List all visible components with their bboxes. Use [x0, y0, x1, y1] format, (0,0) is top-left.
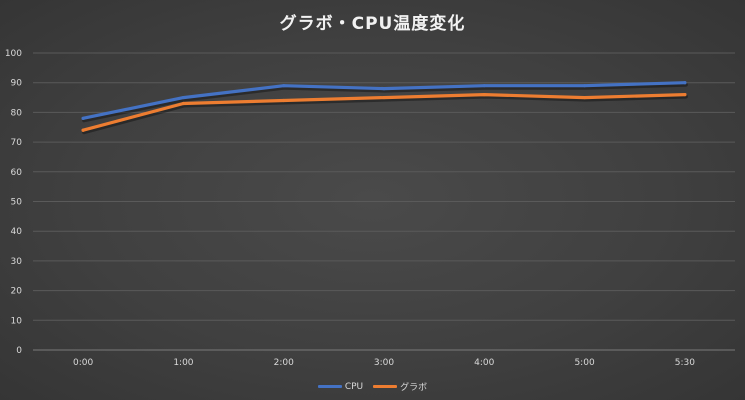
data-point-s0-6 [683, 81, 687, 85]
y-tick-label-40: 40 [11, 227, 23, 237]
legend-item-gpu: グラボ [373, 380, 427, 393]
y-tick-label-80: 80 [11, 108, 23, 118]
x-tick-label-4: 4:00 [474, 358, 494, 368]
x-tick-label-3: 3:00 [374, 358, 394, 368]
data-point-s1-4 [482, 92, 486, 97]
chart-legend: CPU グラボ [0, 380, 745, 393]
legend-label-gpu: グラボ [400, 383, 428, 393]
y-tick-label-50: 50 [11, 198, 23, 208]
data-point-s0-3 [382, 87, 386, 91]
chart-title: グラボ・CPU温度変化 [279, 14, 466, 34]
data-point-s0-1 [181, 95, 186, 100]
legend-swatch-gpu [373, 385, 398, 388]
x-tick-label-2: 2:00 [274, 358, 294, 368]
data-point-s1-3 [382, 95, 386, 100]
data-point-s1-0 [81, 128, 85, 132]
series-shadow-1 [82, 94, 688, 135]
x-tick-label-0: 0:00 [73, 358, 93, 368]
data-point-s0-5 [582, 84, 587, 88]
legend-label-cpu: CPU [344, 381, 364, 392]
data-point-s0-2 [282, 84, 286, 88]
y-tick-label-20: 20 [11, 287, 23, 297]
data-point-s1-6 [683, 92, 687, 97]
legend-swatch-cpu [317, 385, 342, 388]
data-point-s0-4 [482, 84, 486, 88]
y-tick-label-100: 100 [5, 49, 22, 59]
data-point-s1-1 [181, 101, 186, 106]
y-tick-label-70: 70 [11, 138, 23, 148]
legend-item-cpu: CPU [317, 380, 364, 393]
data-point-s1-5 [582, 95, 587, 100]
y-tick-label-30: 30 [11, 257, 23, 267]
x-tick-label-1: 1:00 [173, 358, 193, 368]
data-point-s1-2 [282, 98, 286, 103]
y-tick-label-90: 90 [11, 79, 23, 89]
y-tick-label-0: 0 [16, 346, 22, 356]
x-tick-label-5: 5:00 [574, 358, 594, 368]
x-tick-label-6: 5:30 [675, 358, 695, 368]
series-shadow-0 [82, 82, 688, 123]
data-point-s0-0 [81, 116, 85, 120]
y-tick-label-60: 60 [11, 168, 23, 178]
y-tick-label-10: 10 [11, 316, 23, 326]
